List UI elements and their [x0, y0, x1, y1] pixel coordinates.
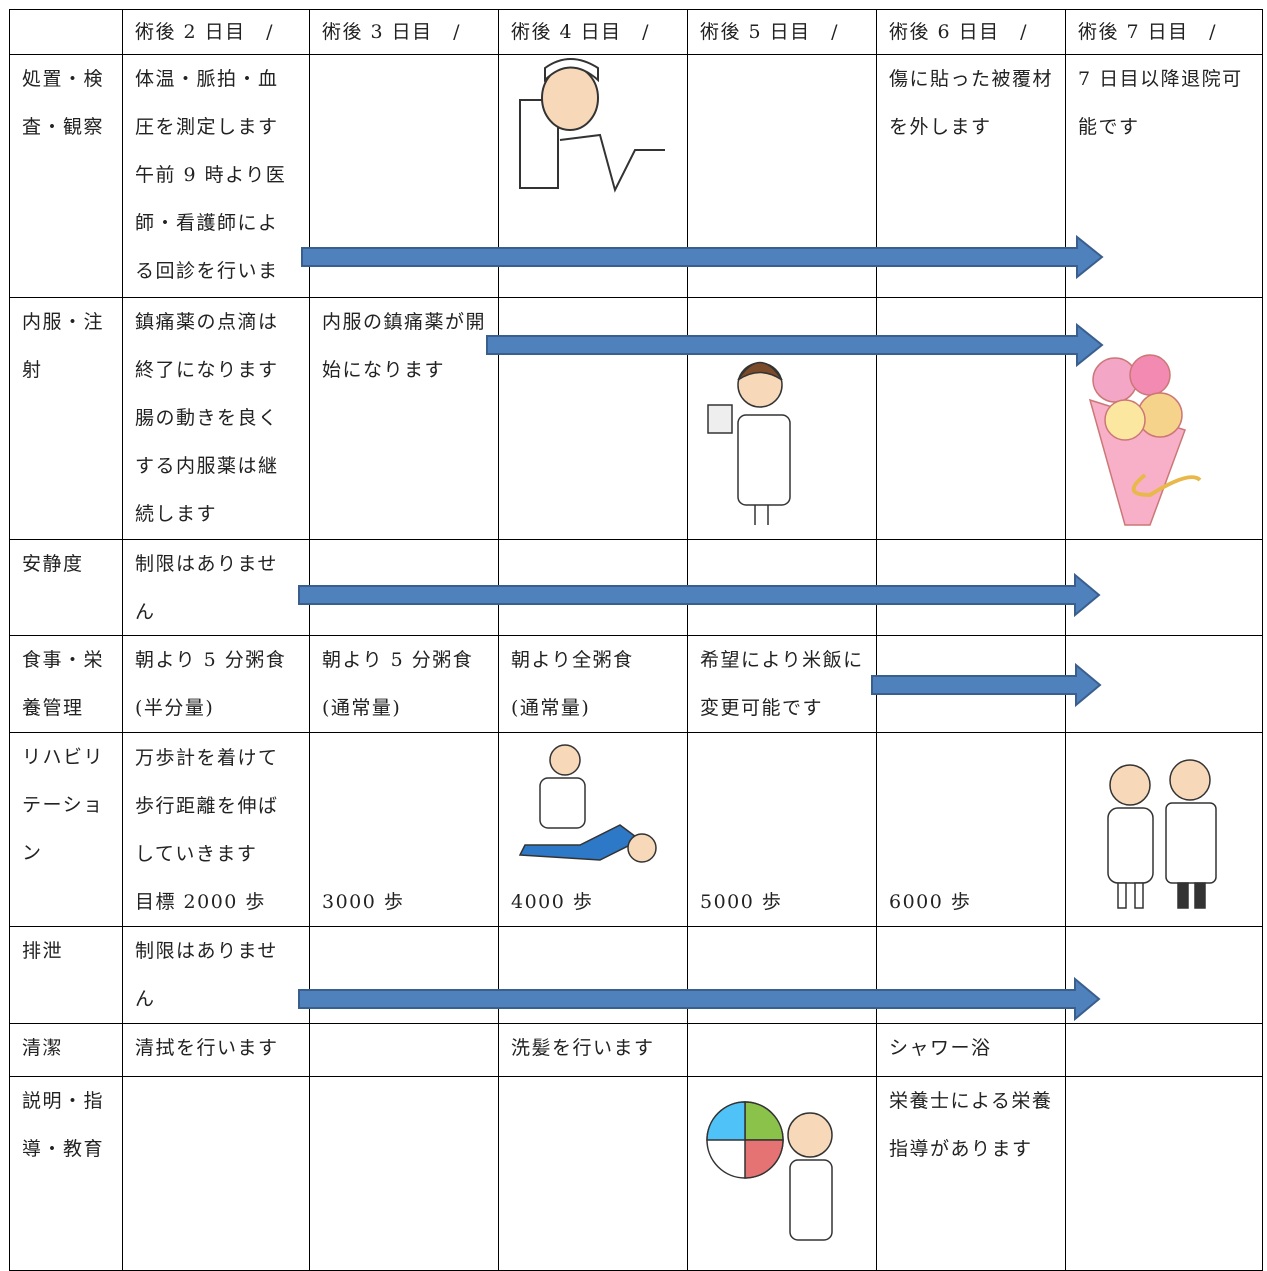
bouquet-illustration	[1088, 354, 1202, 526]
cell: 希望により米飯に変更可能です	[687, 635, 877, 733]
cell-text: 傷に貼った被覆材を外します	[889, 68, 1054, 138]
cell-text: 3000 歩	[322, 891, 405, 913]
cell-text: 希望により米飯に変更可能です	[700, 649, 864, 719]
cell-text: (半分量)	[135, 697, 215, 719]
arrow	[298, 976, 1101, 1022]
cell-text: 午前 9 時より医師・看護師による回診を行います	[135, 164, 287, 282]
dietitian-illustration	[706, 1101, 833, 1241]
pharmacist-illustration	[707, 361, 791, 525]
cell-text: 目標 2000 歩	[135, 891, 266, 913]
day-heading: 術後 2 日目 /	[135, 21, 275, 43]
cell-text: 体温・脈拍・血圧を測定します	[135, 68, 279, 138]
row-label: リハビリテーション	[22, 746, 105, 864]
cell-text: (通常量)	[511, 697, 591, 719]
cell-text: 清拭を行います	[135, 1037, 279, 1059]
day-heading: 術後 4 日目 /	[511, 21, 651, 43]
cell: 朝より 5 分粥食 (半分量)	[122, 635, 310, 733]
cell-text: 鎮痛薬の点滴は終了になります	[135, 311, 279, 381]
row-label: 内服・注射	[22, 311, 105, 381]
cell-text: 朝より 5 分粥食	[135, 649, 287, 671]
day-heading: 術後 7 日目 /	[1078, 21, 1218, 43]
cell-text: 朝より 5 分粥食	[322, 649, 474, 671]
arrow	[486, 322, 1104, 368]
cell-text: 4000 歩	[511, 891, 594, 913]
row-label: 安静度	[22, 553, 84, 575]
cell-text: 万歩計を着けて歩行距離を伸ばしていきます	[135, 747, 279, 865]
day-heading: 術後 3 日目 /	[322, 21, 462, 43]
arrow	[298, 572, 1101, 618]
doctors-illustration	[1107, 759, 1217, 909]
cell-text: 腸の動きを良くする内服薬は継続します	[135, 407, 279, 525]
cell-text: 制限はありません	[135, 553, 278, 623]
row-label: 排泄	[22, 940, 64, 962]
cell: 傷に貼った被覆材を外します	[876, 54, 1066, 298]
row-label: 説明・指導・教育	[22, 1090, 105, 1160]
cell-text: 制限はありません	[135, 940, 278, 1010]
cell-text: 5000 歩	[700, 891, 783, 913]
cell-text: 栄養士による栄養指導があります	[889, 1090, 1053, 1160]
cell-text: 洗髪を行います	[511, 1037, 655, 1059]
arrow	[871, 662, 1102, 708]
cell-text: 6000 歩	[889, 891, 972, 913]
row-label: 清潔	[22, 1037, 64, 1059]
cell: 鎮痛薬の点滴は終了になります腸の動きを良くする内服薬は継続します	[122, 297, 310, 540]
cell: 7 日目以降退院可能です	[1065, 54, 1263, 298]
cell-text: (通常量)	[322, 697, 402, 719]
cell-text: 7 日目以降退院可能です	[1078, 68, 1243, 138]
rehab-illustration	[518, 744, 657, 863]
row-label: 食事・栄養管理	[22, 649, 105, 719]
day-heading: 術後 6 日目 /	[889, 21, 1029, 43]
arrow	[301, 234, 1104, 280]
cell: 万歩計を着けて歩行距離を伸ばしていきます目標 2000 歩	[122, 732, 310, 927]
cell-text: 朝より全粥食	[511, 649, 634, 671]
nurse-illustration	[519, 58, 665, 193]
cell-text: 内服の鎮痛薬が開始になります	[322, 311, 487, 381]
row-label: 処置・検査・観察	[22, 68, 105, 138]
arrows	[298, 234, 1104, 1022]
cell-text: シャワー浴	[889, 1037, 992, 1059]
day-heading: 術後 5 日目 /	[700, 21, 840, 43]
